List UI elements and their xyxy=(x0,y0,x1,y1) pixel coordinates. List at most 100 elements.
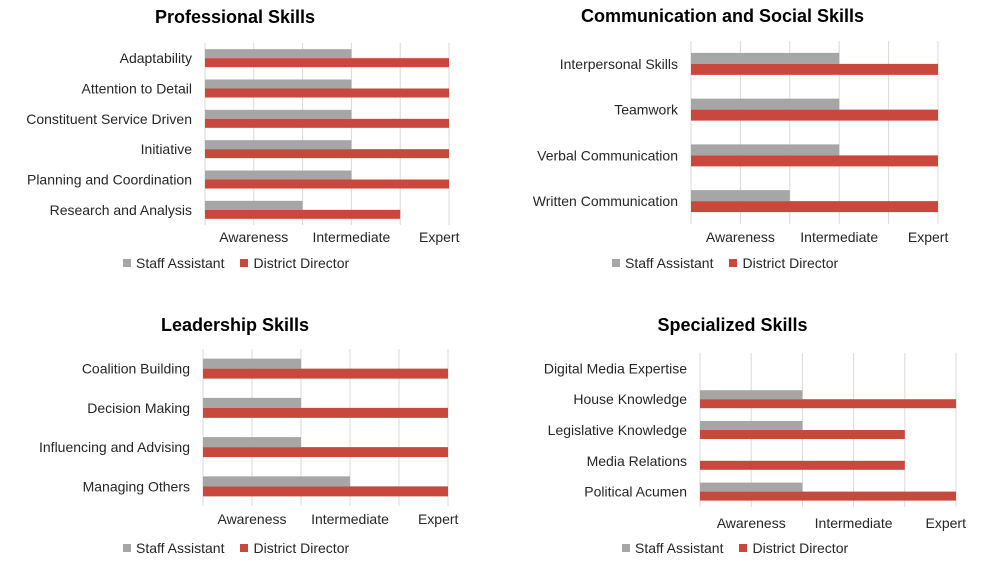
bar-staff-assistant-research-and-analysis xyxy=(205,200,303,210)
chart-title: Professional Skills xyxy=(154,7,316,27)
category-label-verbal-communication: Verbal Communication xyxy=(537,147,678,163)
category-label-teamwork: Teamwork xyxy=(614,102,679,118)
bar-district-director-constituent-service-driven xyxy=(205,118,449,128)
legend: Staff Assistant District Director xyxy=(622,540,864,556)
category-label-research-and-analysis: Research and Analysis xyxy=(50,202,192,218)
bar-district-director-managing-others xyxy=(203,486,448,497)
legend-item-staff-assistant: Staff Assistant xyxy=(622,540,723,556)
legend-swatch-director xyxy=(739,544,748,552)
legend-swatch-staff xyxy=(123,259,131,267)
category-label-influencing-and-advising: Influencing and Advising xyxy=(39,439,190,455)
bar-district-director-written-communication xyxy=(691,201,938,213)
bar-staff-assistant-influencing-and-advising xyxy=(203,437,301,448)
legend-label: Staff Assistant xyxy=(625,255,714,271)
chart-leadership-skills: Leadership Skills Awareness Intermediate E… xyxy=(0,300,470,572)
bar-district-director-coalition-building xyxy=(203,368,448,379)
bar-district-director-interpersonal-skills xyxy=(691,63,938,75)
bar-staff-assistant-written-communication xyxy=(691,190,790,202)
category-label-interpersonal-skills: Interpersonal Skills xyxy=(560,56,678,72)
bar-staff-assistant-coalition-building xyxy=(203,358,301,369)
category-label-adaptability: Adaptability xyxy=(120,50,192,66)
legend-item-district-director: District Director xyxy=(729,255,838,271)
category-label-decision-making: Decision Making xyxy=(87,400,190,416)
category-label-coalition-building: Coalition Building xyxy=(82,361,190,377)
bar-district-director-decision-making xyxy=(203,407,448,418)
legend-swatch-staff xyxy=(622,544,630,552)
bar-district-director-planning-and-coordination xyxy=(205,179,449,189)
legend-swatch-staff xyxy=(612,259,620,267)
bar-staff-assistant-teamwork xyxy=(691,98,840,110)
x-tick-label: Expert xyxy=(419,229,460,245)
x-tick-label: Intermediate xyxy=(311,511,389,527)
category-label-written-communication: Written Communication xyxy=(533,193,678,209)
legend: Staff Assistant District Director xyxy=(123,540,365,556)
legend-item-staff-assistant: Staff Assistant xyxy=(123,540,224,556)
bar-district-director-adaptability xyxy=(205,58,449,68)
x-tick-label: Awareness xyxy=(706,229,775,245)
chart-professional-skills: Professional Skills Awareness Intermediat… xyxy=(0,0,470,286)
legend-label: Staff Assistant xyxy=(136,255,225,271)
legend-swatch-director xyxy=(729,259,738,267)
bar-staff-assistant-interpersonal-skills xyxy=(691,52,840,64)
bar-district-director-attention-to-detail xyxy=(205,88,449,98)
category-label-managing-others: Managing Others xyxy=(83,478,190,494)
bar-district-director-media-relations xyxy=(700,460,905,470)
category-label-media-relations: Media Relations xyxy=(587,453,687,469)
plot-area: Awareness Intermediate Expert Interpersonal… xyxy=(533,41,949,245)
category-label-initiative: Initiative xyxy=(141,141,193,157)
plot-area: Awareness Intermediate Expert Coalition Bui… xyxy=(39,349,459,527)
legend-label: Staff Assistant xyxy=(635,540,724,556)
category-label-digital-media-expertise: Digital Media Expertise xyxy=(544,360,687,376)
bar-staff-assistant-decision-making xyxy=(203,397,301,408)
legend-swatch-director xyxy=(240,544,249,552)
chart-title: Leadership Skills xyxy=(160,315,310,335)
category-label-house-knowledge: House Knowledge xyxy=(573,391,687,407)
legend-label: District Director xyxy=(253,540,350,556)
bar-staff-assistant-house-knowledge xyxy=(700,390,803,400)
x-tick-label: Expert xyxy=(926,515,967,531)
bar-staff-assistant-political-acumen xyxy=(700,482,803,492)
x-tick-label: Intermediate xyxy=(312,229,390,245)
bar-district-director-research-and-analysis xyxy=(205,209,401,219)
bar-staff-assistant-attention-to-detail xyxy=(205,79,352,89)
chart-title: Communication and Social Skills xyxy=(580,6,865,26)
bar-staff-assistant-managing-others xyxy=(203,476,350,487)
bar-district-director-political-acumen xyxy=(700,491,956,501)
bar-district-director-verbal-communication xyxy=(691,155,938,167)
legend-label: District Director xyxy=(253,255,350,271)
x-tick-label: Intermediate xyxy=(815,515,893,531)
category-label-constituent-service-driven: Constituent Service Driven xyxy=(26,111,192,127)
bar-staff-assistant-initiative xyxy=(205,140,352,150)
legend-label: District Director xyxy=(742,255,839,271)
x-tick-label: Expert xyxy=(908,229,949,245)
x-tick-label: Awareness xyxy=(717,515,786,531)
category-label-legislative-knowledge: Legislative Knowledge xyxy=(548,422,688,438)
legend-item-district-director: District Director xyxy=(240,540,349,556)
legend-item-district-director: District Director xyxy=(240,255,349,271)
bar-staff-assistant-planning-and-coordination xyxy=(205,170,352,180)
bar-district-director-influencing-and-advising xyxy=(203,447,448,458)
plot-area: Awareness Intermediate Expert Digital Media… xyxy=(544,353,967,531)
legend-swatch-director xyxy=(240,259,249,267)
bar-district-director-house-knowledge xyxy=(700,399,956,409)
legend-item-district-director: District Director xyxy=(739,540,848,556)
legend: Staff Assistant District Director xyxy=(123,255,365,271)
bar-district-director-teamwork xyxy=(691,109,938,121)
bar-staff-assistant-verbal-communication xyxy=(691,144,840,156)
legend-swatch-staff xyxy=(123,544,131,552)
legend-label: Staff Assistant xyxy=(136,540,225,556)
x-tick-label: Awareness xyxy=(219,229,288,245)
chart-communication-social-skills: Communication and Social Skills Awarenes… xyxy=(490,0,990,286)
bar-district-director-legislative-knowledge xyxy=(700,430,905,439)
bar-staff-assistant-adaptability xyxy=(205,49,352,59)
x-tick-label: Intermediate xyxy=(800,229,878,245)
x-tick-label: Awareness xyxy=(217,511,286,527)
category-label-attention-to-detail: Attention to Detail xyxy=(81,81,192,97)
plot-area: Awareness Intermediate Expert Adaptability A… xyxy=(26,43,460,245)
legend: Staff Assistant District Director xyxy=(612,255,854,271)
category-label-planning-and-coordination: Planning and Coordination xyxy=(27,172,192,188)
legend-item-staff-assistant: Staff Assistant xyxy=(612,255,713,271)
bar-district-director-initiative xyxy=(205,149,449,159)
x-tick-label: Expert xyxy=(418,511,459,527)
legend-item-staff-assistant: Staff Assistant xyxy=(123,255,224,271)
